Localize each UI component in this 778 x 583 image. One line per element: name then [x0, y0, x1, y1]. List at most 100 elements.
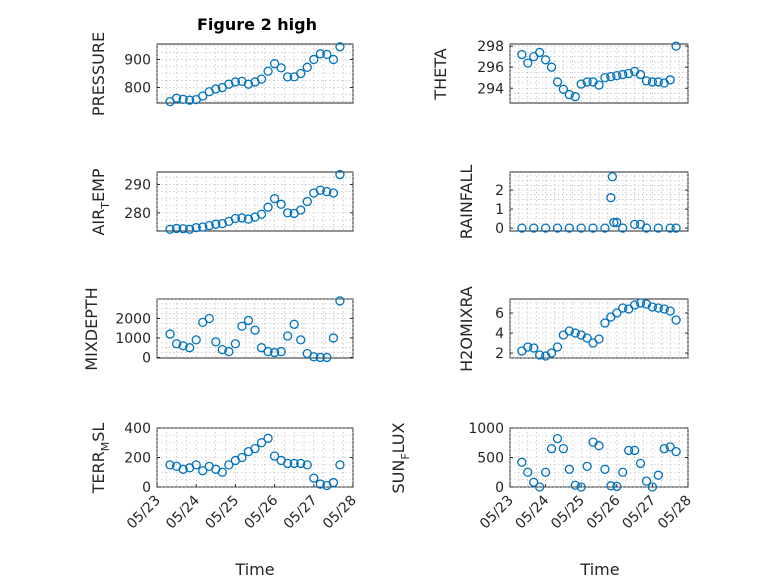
ylabel-sun-flux-part2: LUX [389, 422, 408, 453]
data-point-sun-flux [612, 481, 622, 492]
ytick-label-terr-msl: 0 [142, 480, 151, 496]
ylabel-mixdepth: MIXDEPTH [82, 287, 101, 370]
data-point-rainfall [529, 223, 539, 233]
points-terr-msl [165, 433, 345, 491]
data-point-theta [535, 47, 545, 58]
data-point-rainfall [609, 217, 619, 228]
data-point-theta [647, 77, 658, 87]
data-point-pressure [224, 79, 234, 89]
data-point-terr-msl [309, 473, 319, 483]
data-point-h2omixra [671, 315, 681, 325]
xtick-label-sun-flux: 05/26 [584, 492, 624, 532]
points-theta [517, 41, 681, 102]
data-point-air-temp [165, 224, 175, 234]
data-point-theta [564, 89, 574, 100]
data-point-theta [624, 68, 634, 79]
data-point-mixdepth [309, 352, 319, 362]
data-point-sun-flux [576, 482, 586, 492]
ytick-label-air-temp: 280 [124, 206, 151, 222]
data-point-air-temp [315, 185, 325, 195]
data-point-theta [517, 49, 527, 60]
data-point-terr-msl [283, 458, 293, 469]
data-point-mixdepth [289, 319, 299, 329]
data-point-rainfall [588, 223, 598, 233]
data-point-air-temp [230, 213, 241, 224]
ytick-label-air-temp: 290 [124, 177, 151, 193]
data-point-pressure [185, 95, 195, 105]
data-point-sun-flux [582, 461, 592, 472]
data-point-mixdepth [243, 315, 254, 326]
points-sun-flux [517, 433, 681, 492]
points-mixdepth [165, 296, 345, 363]
points-h2omixra [517, 298, 681, 361]
data-point-sun-flux [564, 464, 574, 474]
data-point-theta [635, 69, 646, 80]
data-point-terr-msl [296, 458, 306, 469]
data-point-h2omixra [635, 298, 646, 308]
data-point-air-temp [191, 222, 201, 233]
ytick-label-sun-flux: 1000 [468, 421, 504, 437]
ylabel-sun-flux-sub: F [399, 453, 412, 459]
data-point-theta [606, 72, 616, 82]
ytick-label-rainfall: 2 [495, 183, 504, 199]
xtick-label-terr-msl: 05/25 [202, 493, 242, 533]
data-point-mixdepth [171, 339, 182, 349]
grid-h2omixra [509, 299, 689, 359]
data-point-pressure [309, 54, 319, 65]
ytick-label-pressure: 900 [124, 52, 151, 68]
data-point-terr-msl [165, 460, 175, 470]
ylabel-terr-msl: TERRMSL [89, 423, 112, 495]
data-point-rainfall [671, 223, 681, 233]
data-point-sun-flux [552, 433, 563, 444]
ylabel-pressure: PRESSURE [89, 32, 108, 116]
data-point-mixdepth [217, 344, 227, 355]
data-point-terr-msl [302, 460, 312, 470]
data-point-rainfall [552, 223, 563, 233]
data-point-theta [618, 69, 628, 80]
data-point-rainfall [517, 223, 527, 233]
figure-title: Figure 2 high [197, 15, 317, 34]
data-point-h2omixra [612, 308, 622, 318]
data-point-mixdepth [322, 352, 332, 363]
data-point-air-temp [211, 219, 221, 229]
yticks-pressure: 800 900 [124, 52, 353, 97]
data-point-pressure [269, 59, 280, 69]
data-point-h2omixra [564, 326, 574, 336]
data-point-sun-flux [665, 442, 675, 452]
xtick-label-terr-msl: 05/23 [124, 493, 164, 533]
ylabel-air-temp-part2: EMP [89, 168, 108, 202]
panel-h2omixra: 2 4 6 H2OMIXRA [457, 286, 689, 372]
data-point-terr-msl [191, 460, 201, 470]
data-point-pressure [198, 91, 208, 101]
ytick-label-h2omixra: 6 [495, 306, 504, 322]
data-point-sun-flux [594, 441, 604, 451]
ylabel-theta: THETA [431, 48, 450, 100]
data-point-theta [653, 77, 663, 87]
data-point-h2omixra [594, 334, 604, 344]
data-point-h2omixra [523, 342, 533, 352]
data-point-h2omixra [535, 350, 545, 360]
data-point-air-temp [237, 213, 247, 223]
ytick-label-mixdepth: 0 [142, 350, 151, 366]
data-point-pressure [256, 74, 267, 84]
data-point-terr-msl [198, 466, 208, 476]
panel-pressure: 800 900 PRESSURE [89, 32, 354, 116]
data-point-h2omixra [570, 328, 580, 338]
data-point-mixdepth [211, 337, 221, 347]
data-point-rainfall [618, 223, 628, 233]
data-point-pressure [315, 49, 325, 59]
data-point-theta [540, 55, 551, 65]
xtick-label-sun-flux: 05/28 [655, 493, 695, 533]
ylabel-terr-msl-sub: M [99, 442, 112, 452]
data-point-rainfall [612, 217, 622, 228]
yticks-theta: 294 296 298 [477, 39, 688, 97]
data-point-rainfall [629, 219, 640, 229]
ytick-label-theta: 294 [477, 81, 504, 97]
data-point-sun-flux [647, 482, 658, 492]
data-point-rainfall [576, 223, 586, 233]
data-point-sun-flux [618, 467, 628, 477]
data-point-pressure [178, 94, 188, 104]
data-point-h2omixra [659, 304, 669, 314]
data-point-theta [641, 76, 652, 86]
ytick-label-mixdepth: 1000 [115, 331, 151, 347]
